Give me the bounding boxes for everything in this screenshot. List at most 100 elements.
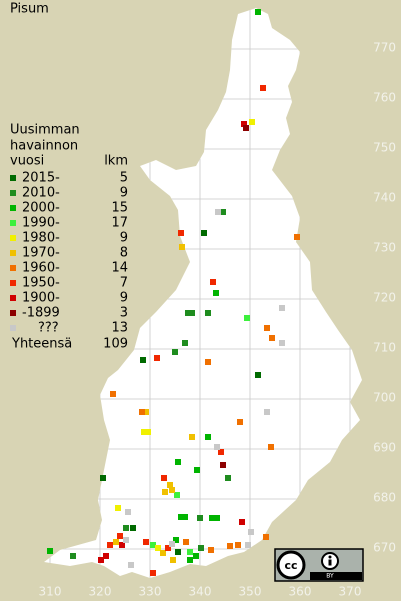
observation <box>205 310 211 316</box>
observation <box>155 545 161 551</box>
observation <box>245 542 251 548</box>
legend-label: 1900- <box>22 291 60 306</box>
observation <box>208 547 214 553</box>
y-tick-label: 740 <box>373 191 396 205</box>
observation <box>70 553 76 559</box>
observation <box>214 444 220 450</box>
legend-count: 15 <box>111 201 128 216</box>
observation <box>193 553 199 559</box>
observation <box>201 230 207 236</box>
legend-count: 8 <box>120 246 128 261</box>
observation <box>160 550 166 556</box>
title: Pisum <box>10 2 49 17</box>
observation <box>165 545 171 551</box>
observation <box>128 562 134 568</box>
observation <box>220 209 226 215</box>
observation <box>107 542 113 548</box>
observation <box>235 542 241 548</box>
observation <box>179 244 185 250</box>
observation <box>173 537 179 543</box>
legend-swatch <box>10 265 16 271</box>
legend-count: 3 <box>120 306 128 321</box>
observation <box>249 119 255 125</box>
legend-label: 1960- <box>22 261 60 276</box>
legend-count: 17 <box>111 216 128 231</box>
x-tick-label: 310 <box>39 585 62 599</box>
observation <box>140 357 146 363</box>
legend-count: 7 <box>120 276 128 291</box>
legend-title: havainnon <box>10 139 78 154</box>
observation <box>237 419 243 425</box>
observation <box>194 467 200 473</box>
legend-label: 1990- <box>22 216 60 231</box>
legend-label: ??? <box>38 321 59 336</box>
x-tick-label: 330 <box>139 585 162 599</box>
x-tick-label: 350 <box>239 585 262 599</box>
x-tick-label: 360 <box>289 585 312 599</box>
legend-swatch <box>10 220 16 226</box>
observation <box>243 125 249 131</box>
y-tick-label: 730 <box>373 241 396 255</box>
x-tick-label: 320 <box>89 585 112 599</box>
y-tick-label: 700 <box>373 391 396 405</box>
legend-swatch <box>10 325 16 331</box>
legend-count: 5 <box>120 171 128 186</box>
legend-label: 1950- <box>22 276 60 291</box>
total-label: Yhteensä <box>11 337 72 352</box>
observation <box>227 543 233 549</box>
observation <box>268 444 274 450</box>
total-value: 109 <box>103 337 128 352</box>
legend-swatch <box>10 250 16 256</box>
y-tick-label: 680 <box>373 491 396 505</box>
legend-label: 1970- <box>22 246 60 261</box>
observation <box>182 340 188 346</box>
observation <box>294 234 300 240</box>
observation <box>218 449 224 455</box>
legend: 2015- 5 2010- 9 2000- 15 1990- 17 1980- 9 1970- 8 19… <box>10 171 128 336</box>
legend-swatch <box>10 190 16 196</box>
observation <box>185 310 191 316</box>
y-tick-label: 690 <box>373 441 396 455</box>
observation <box>145 429 151 435</box>
observation <box>264 409 270 415</box>
observation <box>178 514 184 520</box>
y-tick-label: 710 <box>373 341 396 355</box>
observation <box>143 409 149 415</box>
observation <box>161 475 167 481</box>
observation <box>187 549 193 555</box>
observation <box>255 9 261 15</box>
legend-count: 13 <box>111 321 128 336</box>
observation <box>175 549 181 555</box>
legend-count: 9 <box>120 186 128 201</box>
observation <box>178 230 184 236</box>
observation <box>189 310 195 316</box>
observation <box>167 482 173 488</box>
observation <box>110 391 116 397</box>
legend-label: 2010- <box>22 186 60 201</box>
observation <box>198 545 204 551</box>
observation <box>209 515 215 521</box>
observation <box>139 409 145 415</box>
observations <box>47 9 300 576</box>
observation <box>214 515 220 521</box>
observation <box>279 340 285 346</box>
observation <box>123 525 129 531</box>
x-tick-label: 370 <box>339 585 362 599</box>
legend-swatch <box>10 205 16 211</box>
observation <box>182 514 188 520</box>
observation <box>183 539 189 545</box>
observation <box>279 305 285 311</box>
observation <box>215 209 221 215</box>
observation <box>174 492 180 498</box>
observation <box>241 121 247 127</box>
ticks: 310 320 330 340 350 360 370 670 680 690 700 710 720 7… <box>39 41 396 599</box>
legend-label: 1980- <box>22 231 60 246</box>
legend-count: 14 <box>111 261 128 276</box>
observation <box>220 462 226 468</box>
legend-swatch <box>10 235 16 241</box>
observation <box>205 359 211 365</box>
observation <box>205 434 211 440</box>
country-shape <box>44 8 362 578</box>
observation <box>100 475 106 481</box>
